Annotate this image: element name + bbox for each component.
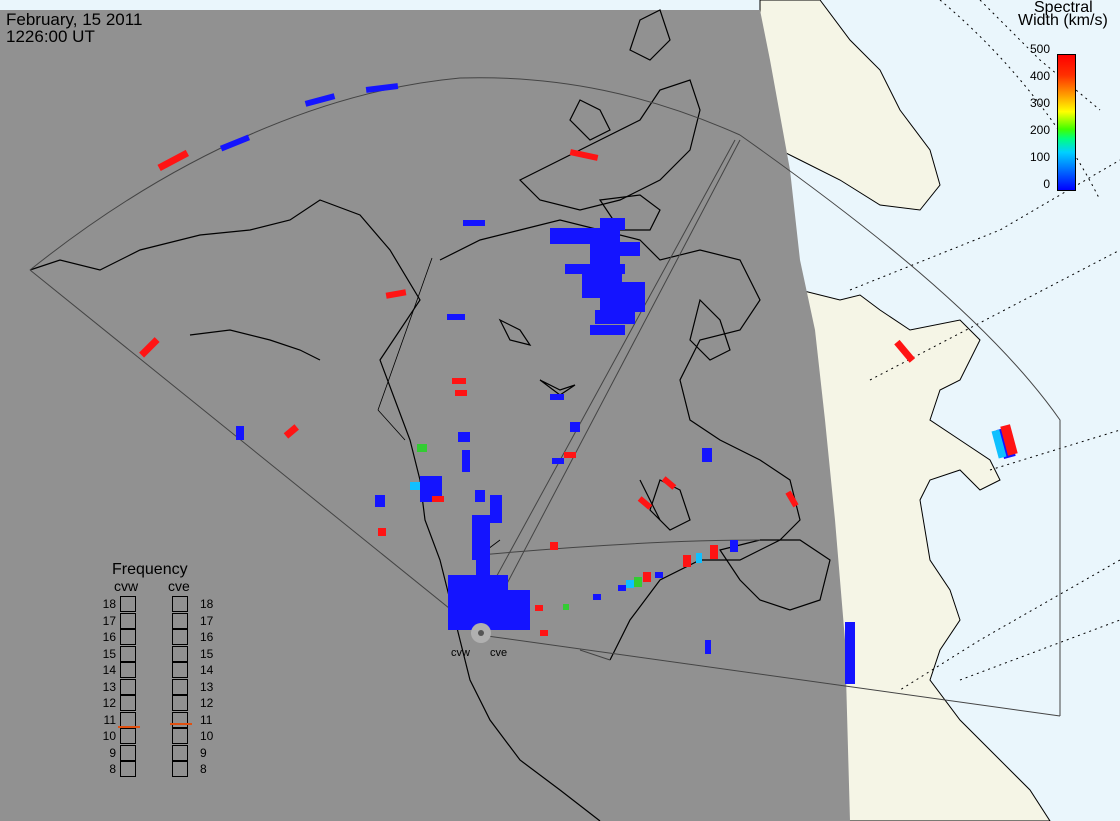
frequency-box — [120, 612, 136, 629]
date-label: February, 15 2011 — [6, 10, 143, 29]
colorbar-title-line1: Spectral — [1034, 0, 1093, 16]
frequency-box — [172, 612, 188, 629]
colorbar-title-line2: Width (km/s) — [1018, 12, 1108, 29]
frequency-label-right: 14 — [200, 663, 214, 677]
frequency-marker — [170, 722, 192, 725]
frequency-label-left: 9 — [109, 745, 116, 760]
radar-fov — [29, 77, 1061, 717]
frequency-label-right: 17 — [200, 613, 214, 628]
radar-name-east: cve — [168, 578, 190, 594]
frequency-label-right: 10 — [200, 729, 214, 743]
frequency-label-left: 15 — [102, 646, 116, 661]
frequency-label-right: 9 — [200, 745, 207, 760]
site-label-west: cvw — [451, 647, 470, 659]
frequency-label-right: 13 — [200, 679, 214, 694]
frequency-label-right: 15 — [200, 646, 214, 661]
radar-site-center — [478, 630, 484, 636]
frequency-label-left: 10 — [102, 729, 116, 743]
radar-name-west: cvw — [114, 578, 139, 594]
time-label: 1226:00 UT — [6, 27, 95, 46]
frequency-title: Frequency — [112, 561, 188, 578]
frequency-label-right: 8 — [200, 762, 207, 776]
frequency-marker — [118, 726, 140, 729]
frequency-box — [172, 761, 188, 777]
frequency-box — [172, 629, 188, 645]
colorbar-tick: 500 — [1029, 42, 1050, 56]
frequency-box — [120, 645, 136, 662]
frequency-label-right: 18 — [200, 597, 214, 611]
frequency-label-right: 12 — [200, 696, 214, 710]
grid — [849, 0, 1120, 691]
frequency-label-left: 12 — [102, 696, 116, 710]
frequency-box — [120, 596, 136, 612]
colorbar-tick: 300 — [1029, 96, 1050, 110]
frequency-box — [172, 662, 188, 678]
frequency-label-left: 8 — [109, 762, 116, 776]
frequency-label-left: 18 — [102, 597, 116, 611]
frequency-box — [120, 711, 136, 728]
frequency-label-left: 13 — [102, 679, 116, 694]
frequency-box — [172, 711, 188, 728]
frequency-label-left: 17 — [102, 613, 116, 628]
coastlines — [29, 9, 831, 821]
frequency-label-left: 11 — [103, 712, 116, 727]
frequency-box — [120, 629, 136, 645]
frequency-box — [120, 662, 136, 678]
colorbar-tick: 400 — [1029, 69, 1050, 83]
frequency-label-right: 11 — [200, 712, 213, 727]
night-region — [0, 10, 850, 821]
colorbar-tick: 100 — [1029, 150, 1050, 164]
frequency-box — [172, 678, 188, 695]
colorbar-tick: 200 — [1029, 123, 1050, 137]
frequency-box — [120, 678, 136, 695]
site-label-east: cve — [490, 647, 508, 659]
frequency-box — [172, 645, 188, 662]
colorbar-tick: 0 — [1043, 177, 1050, 191]
frequency-box — [172, 728, 188, 744]
frequency-box — [172, 744, 188, 761]
frequency-box — [172, 695, 188, 711]
frequency-box — [120, 695, 136, 711]
frequency-label-right: 16 — [200, 630, 214, 644]
frequency-box — [120, 761, 136, 777]
frequency-box — [172, 596, 188, 612]
frequency-label-left: 14 — [102, 663, 116, 677]
frequency-box — [120, 744, 136, 761]
radar-echoes — [139, 83, 1018, 684]
frequency-box — [120, 728, 136, 744]
spectral-width-colorbar — [1057, 54, 1076, 191]
frequency-label-left: 16 — [102, 630, 116, 644]
